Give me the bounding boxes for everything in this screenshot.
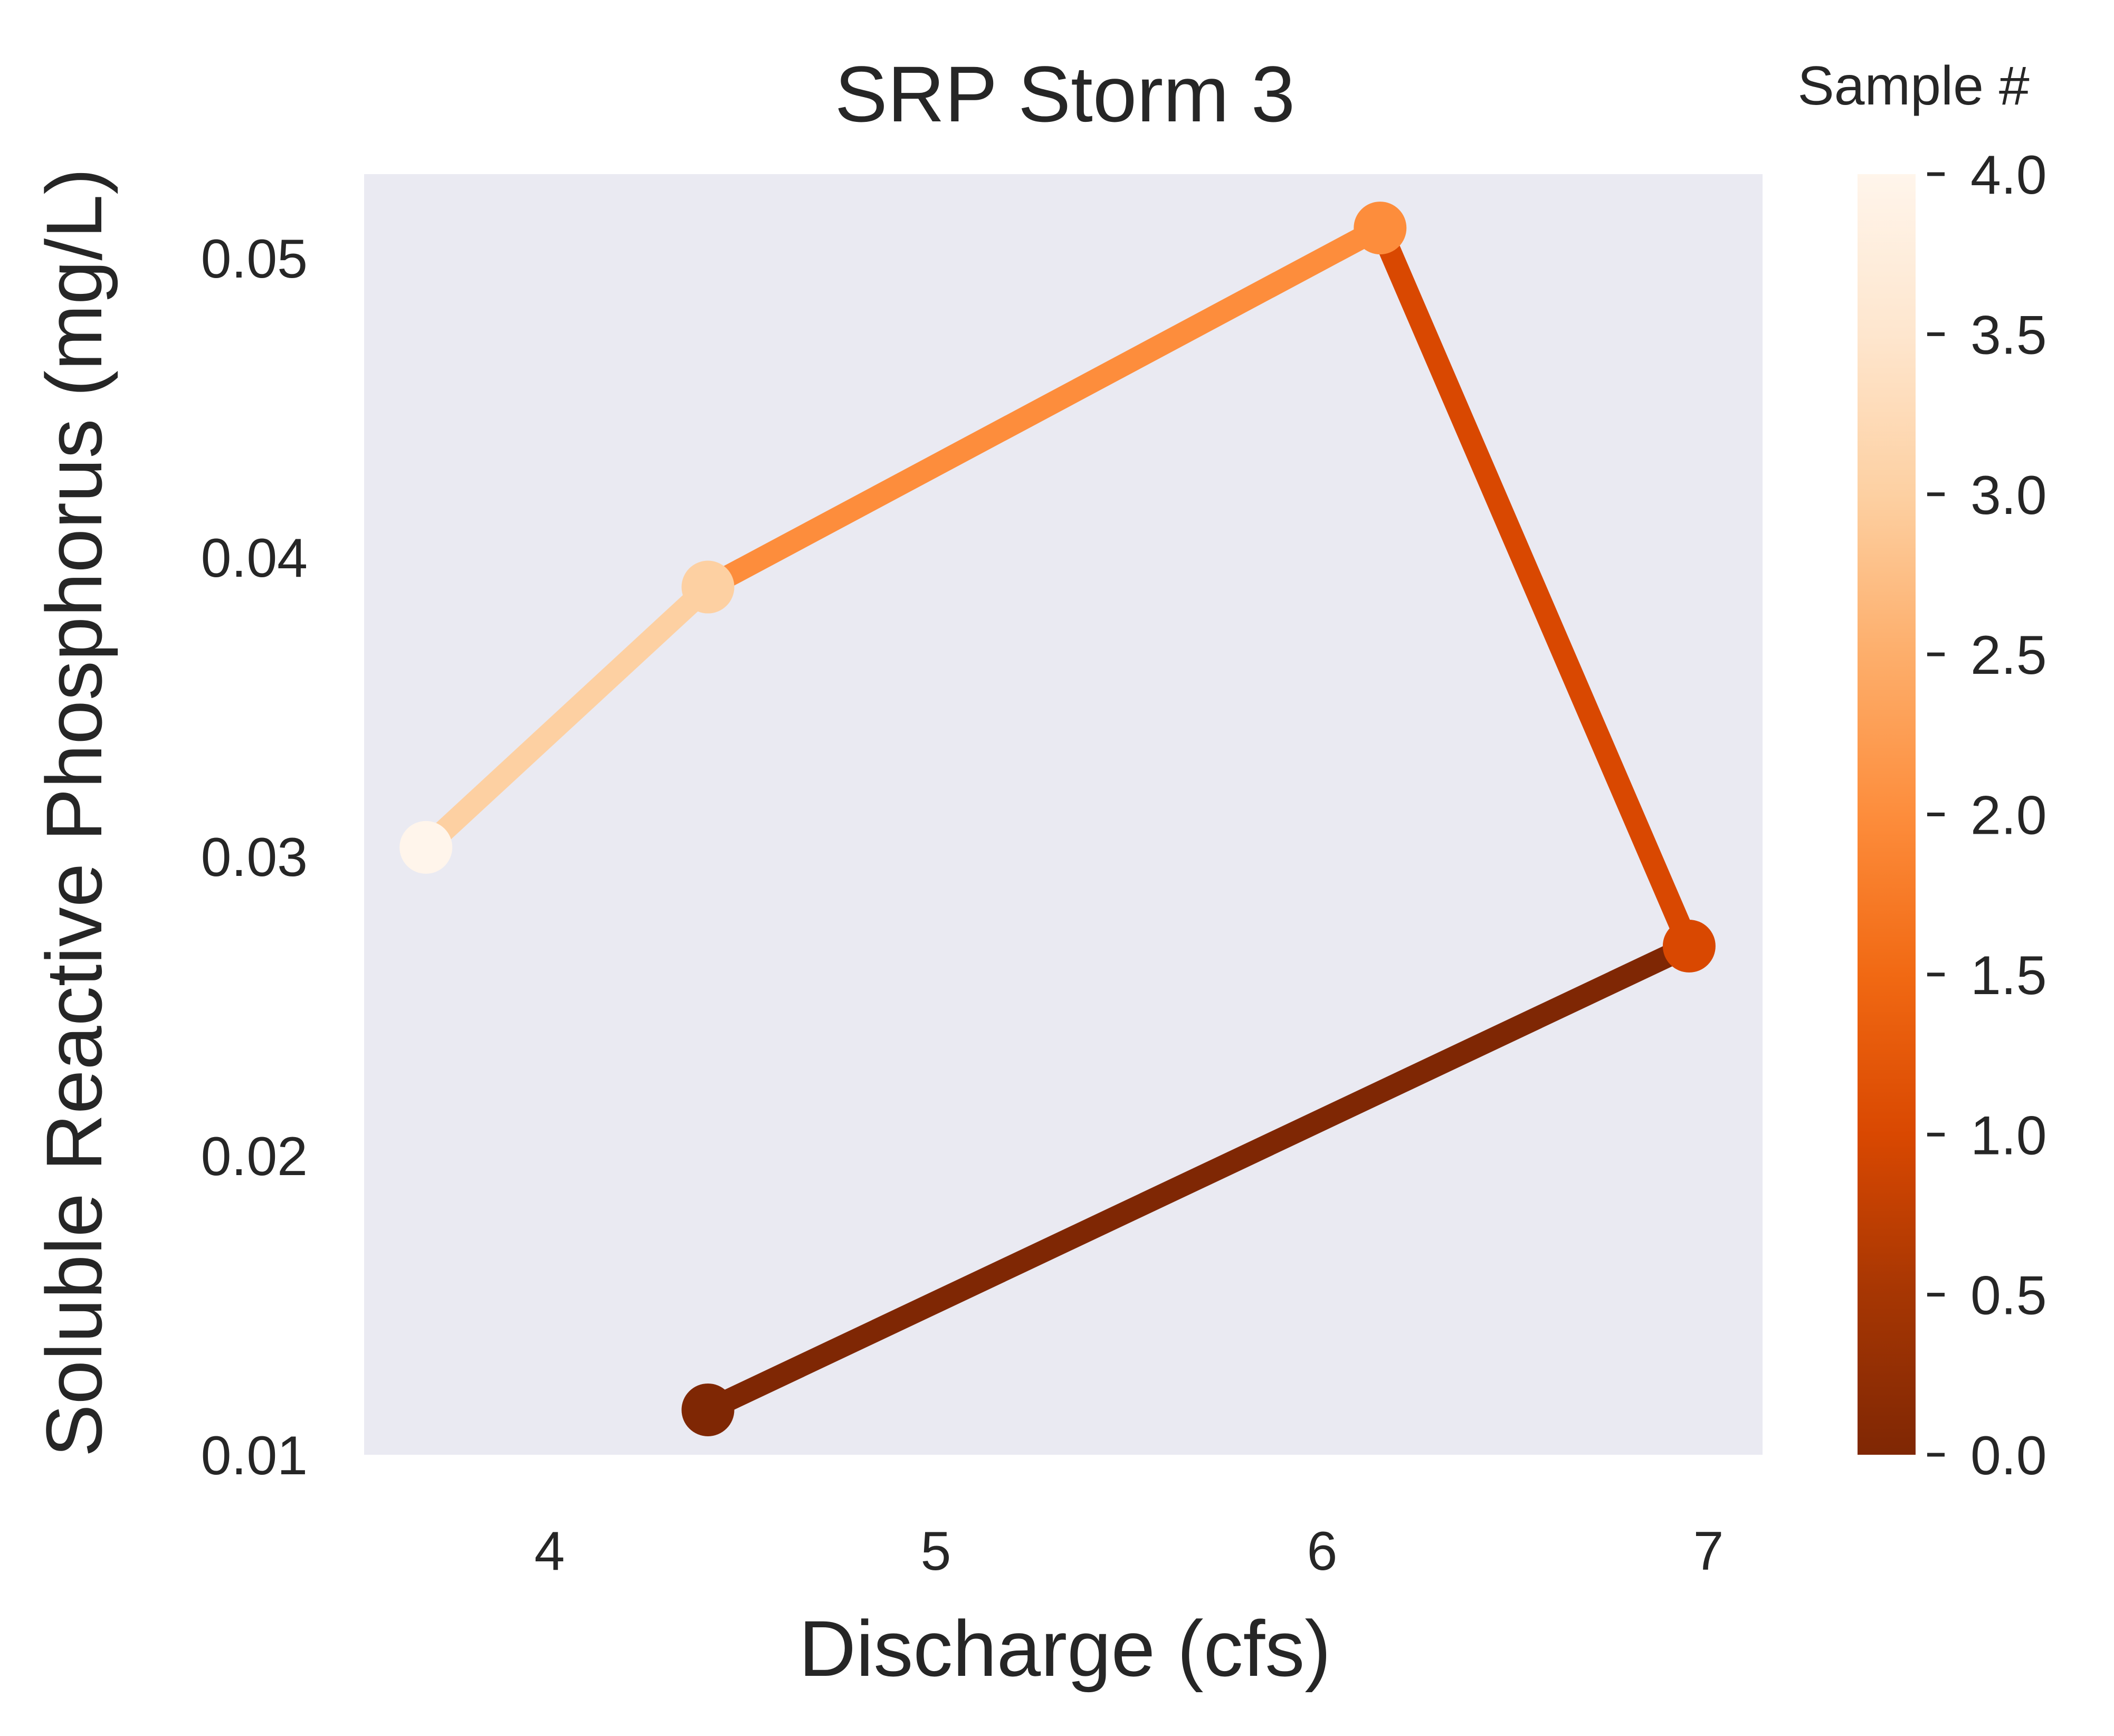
x-tick-label: 4 xyxy=(534,1521,565,1582)
x-tick-label: 5 xyxy=(921,1521,951,1582)
data-point xyxy=(681,560,735,614)
colorbar-tick-label: 0.5 xyxy=(1970,1265,2047,1327)
line-segment xyxy=(703,936,1694,1420)
line-segment xyxy=(1369,223,1700,951)
colorbar-ticks: 0.0 0.5 1.0 1.5 2.0 2.5 3.0 3.5 4.0 xyxy=(1927,145,2047,1486)
colorbar-tick-label: 1.5 xyxy=(1970,945,2047,1006)
y-tick-label: 0.01 xyxy=(201,1425,308,1486)
colorbar xyxy=(1858,174,1916,1455)
data-point xyxy=(399,821,453,874)
line-segments xyxy=(418,218,1700,1420)
colorbar-tick-label: 2.5 xyxy=(1970,625,2047,686)
y-tick-label: 0.05 xyxy=(201,228,308,290)
x-tick-label: 7 xyxy=(1693,1521,1724,1582)
line-segment xyxy=(418,579,716,856)
y-tick-label: 0.03 xyxy=(201,827,308,888)
line-segment xyxy=(702,218,1386,597)
y-tick-label: 0.02 xyxy=(201,1126,308,1187)
y-tick-labels: 0.01 0.02 0.03 0.04 0.05 xyxy=(201,228,308,1486)
colorbar-tick-label: 2.0 xyxy=(1970,785,2047,846)
colorbar-title: Sample # xyxy=(1797,55,2030,117)
colorbar-tick-label: 0.0 xyxy=(1970,1425,2047,1486)
data-point xyxy=(681,1383,735,1436)
x-tick-label: 6 xyxy=(1307,1521,1338,1582)
x-axis-label: Discharge (cfs) xyxy=(799,1604,1331,1693)
x-tick-labels: 4 5 6 7 xyxy=(534,1521,1723,1582)
data-point xyxy=(1354,202,1407,255)
data-point xyxy=(1662,920,1716,973)
data-markers xyxy=(399,202,1716,1436)
chart-title: SRP Storm 3 xyxy=(835,50,1296,138)
colorbar-tick-label: 3.5 xyxy=(1970,304,2047,366)
plot-background xyxy=(364,174,1763,1455)
colorbar-tick-label: 4.0 xyxy=(1970,145,2047,206)
y-tick-label: 0.04 xyxy=(201,528,308,589)
colorbar-tick-label: 1.0 xyxy=(1970,1105,2047,1166)
y-axis-label: Soluble Reactive Phosphorus (mg/L) xyxy=(30,168,118,1457)
colorbar-tick-label: 3.0 xyxy=(1970,465,2047,526)
